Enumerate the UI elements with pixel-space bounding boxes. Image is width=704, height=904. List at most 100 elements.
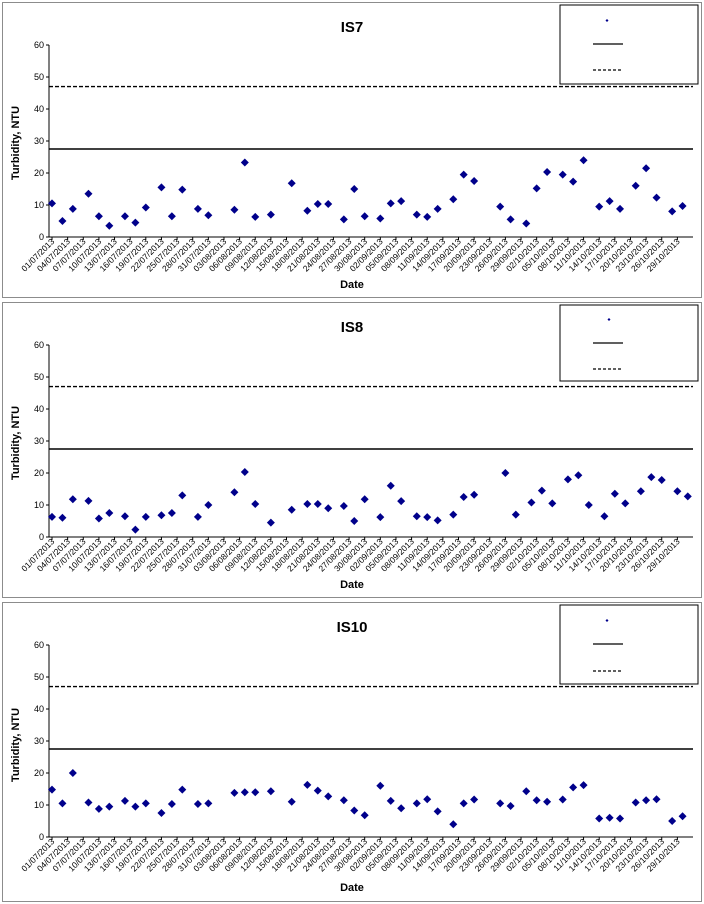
data-point: [360, 212, 369, 221]
data-point: [636, 487, 645, 496]
data-point: [84, 798, 93, 807]
data-point: [120, 212, 129, 221]
chart-panel-is10: IS10 Date Turbidity, NTU 0 10 20 30 40 50 60 01…: [2, 602, 702, 902]
x-axis-label: Date: [340, 279, 364, 291]
legend-marker-icon: [607, 318, 611, 321]
y-tick-label: 60: [34, 340, 44, 350]
data-point: [339, 796, 348, 805]
data-point: [193, 204, 202, 213]
data-point: [558, 170, 567, 179]
data-point: [157, 511, 166, 520]
data-point: [68, 495, 77, 504]
data-point: [621, 499, 630, 508]
data-point: [574, 471, 583, 480]
data-point: [287, 797, 296, 806]
data-point: [105, 802, 114, 811]
data-point: [616, 204, 625, 213]
y-tick-label: 20: [34, 468, 44, 478]
data-point: [386, 199, 395, 208]
chart-title: IS7: [341, 19, 364, 36]
data-point: [193, 512, 202, 521]
data-point: [459, 170, 468, 179]
data-point: [324, 200, 333, 209]
data-point: [642, 164, 651, 173]
y-tick-label: 30: [34, 736, 44, 746]
data-point: [240, 788, 249, 797]
data-point: [48, 785, 56, 794]
data-point: [548, 499, 557, 508]
data-point: [141, 799, 150, 808]
y-tick-label: 0: [39, 532, 44, 542]
legend-box: [559, 304, 699, 382]
y-tick-label: 0: [39, 832, 44, 842]
y-tick-label: 10: [34, 500, 44, 510]
data-point: [131, 802, 140, 811]
data-point: [376, 513, 385, 522]
data-point: [84, 496, 93, 505]
data-point: [595, 202, 604, 211]
data-point: [397, 497, 406, 506]
data-point: [537, 486, 546, 495]
data-point: [569, 783, 578, 792]
data-point: [251, 500, 260, 509]
data-point: [68, 204, 77, 213]
data-point: [506, 215, 515, 224]
data-point: [563, 475, 572, 484]
x-axis-label: Date: [340, 579, 364, 591]
data-point: [449, 195, 458, 204]
y-tick-label: 10: [34, 200, 44, 210]
chart-title: IS8: [341, 319, 364, 336]
data-point: [251, 788, 260, 797]
data-point: [167, 509, 176, 517]
data-point: [167, 212, 176, 221]
data-point: [339, 215, 348, 224]
data-point: [470, 490, 479, 499]
y-axis-label: Turbidity, NTU: [10, 406, 22, 480]
data-point: [240, 468, 249, 477]
data-point: [376, 781, 385, 790]
data-point: [48, 199, 56, 208]
y-tick-label: 30: [34, 436, 44, 446]
data-point: [376, 214, 385, 223]
data-point: [459, 799, 468, 808]
data-point: [84, 189, 93, 198]
y-tick-label: 10: [34, 800, 44, 810]
data-point: [94, 514, 103, 523]
data-point: [120, 796, 129, 805]
data-point: [324, 792, 333, 801]
data-point: [266, 787, 275, 796]
y-tick-label: 40: [34, 404, 44, 414]
data-point: [324, 504, 333, 513]
data-point: [506, 801, 515, 810]
legend-box: [559, 4, 699, 85]
data-point: [569, 177, 578, 186]
data-point: [579, 156, 588, 165]
data-point: [230, 488, 239, 497]
data-point: [360, 811, 369, 820]
x-axis-label: Date: [340, 882, 364, 894]
data-point: [141, 512, 150, 521]
data-point: [522, 787, 531, 796]
data-point: [470, 795, 479, 804]
chart-title: IS10: [337, 619, 368, 636]
data-point: [600, 512, 609, 521]
data-point: [673, 487, 682, 496]
data-point: [204, 799, 213, 808]
data-point: [141, 203, 150, 212]
data-point: [120, 512, 129, 521]
data-point: [511, 510, 520, 519]
data-point: [386, 481, 395, 490]
data-point: [204, 211, 213, 220]
data-point: [58, 799, 67, 808]
data-point: [527, 498, 536, 507]
legend-marker-icon: [605, 19, 609, 22]
data-point: [605, 813, 614, 822]
y-tick-label: 50: [34, 372, 44, 382]
data-point: [501, 469, 510, 477]
data-point: [459, 493, 468, 501]
data-point: [412, 512, 421, 521]
data-point: [470, 177, 479, 185]
data-point: [193, 800, 202, 809]
data-point: [204, 501, 213, 509]
data-point: [386, 796, 395, 805]
